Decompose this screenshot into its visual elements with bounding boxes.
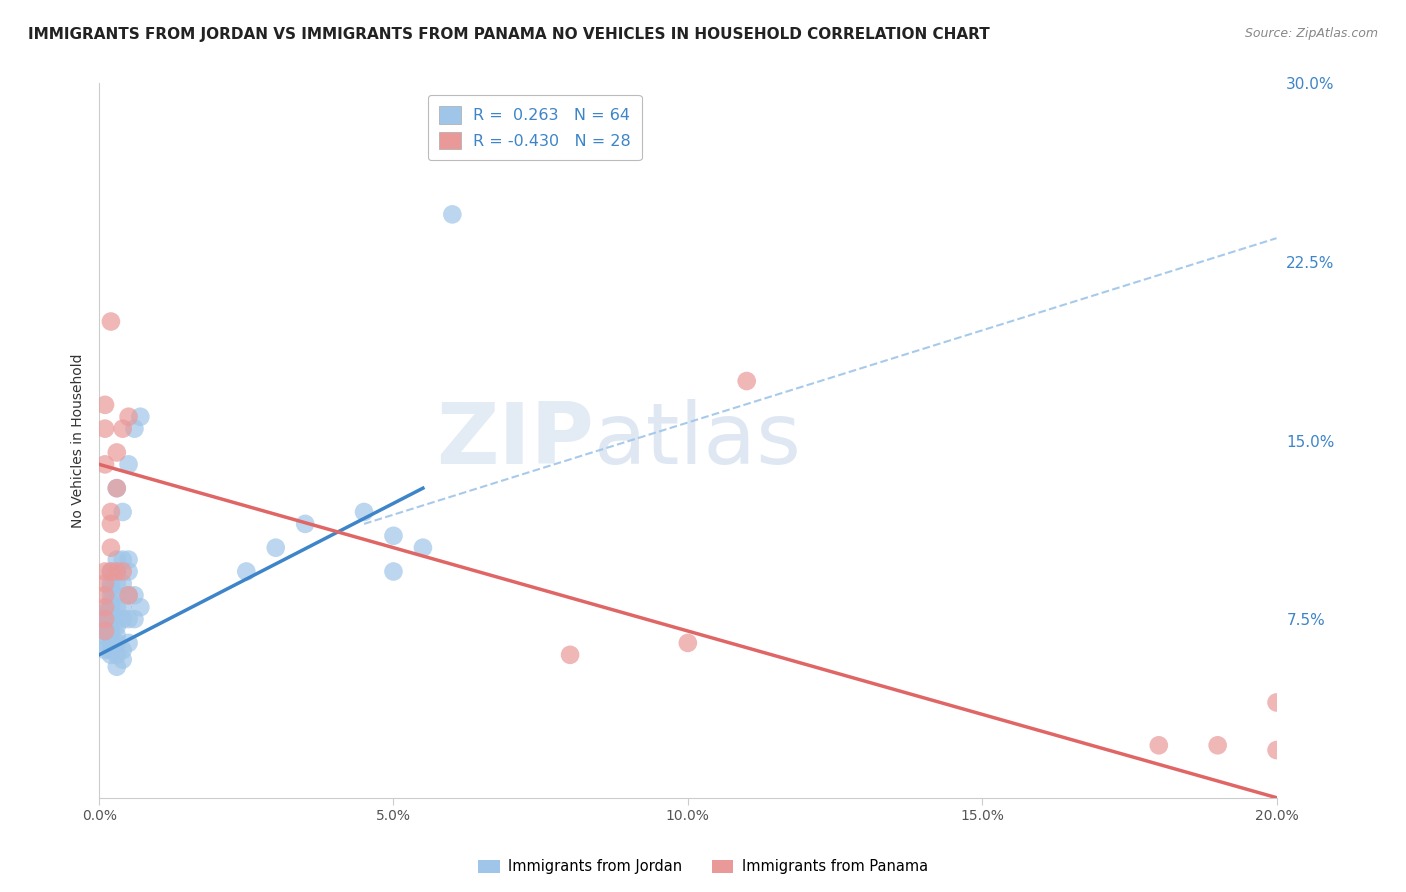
Point [100, 541, 122, 555]
Point [129, 600, 152, 615]
Point [441, 207, 464, 221]
Point [100, 629, 122, 643]
Point [94, 398, 117, 412]
Point [294, 516, 316, 531]
Point [111, 422, 134, 436]
Point [105, 659, 128, 673]
Point [105, 481, 128, 495]
Point [100, 588, 122, 602]
Point [1265, 695, 1288, 709]
Point [105, 576, 128, 591]
Legend: Immigrants from Jordan, Immigrants from Panama: Immigrants from Jordan, Immigrants from … [472, 854, 934, 880]
Point [100, 581, 122, 595]
Point [100, 565, 122, 579]
Point [100, 600, 122, 615]
Point [100, 636, 122, 650]
Point [94, 619, 117, 633]
Point [94, 643, 117, 657]
Point [105, 648, 128, 662]
Point [117, 636, 139, 650]
Point [94, 612, 117, 626]
Point [117, 409, 139, 424]
Point [105, 619, 128, 633]
Point [264, 541, 287, 555]
Point [735, 374, 758, 388]
Point [100, 314, 122, 328]
Point [100, 595, 122, 609]
Point [94, 624, 117, 638]
Point [235, 565, 257, 579]
Text: IMMIGRANTS FROM JORDAN VS IMMIGRANTS FROM PANAMA NO VEHICLES IN HOUSEHOLD CORREL: IMMIGRANTS FROM JORDAN VS IMMIGRANTS FRO… [28, 27, 990, 42]
Point [105, 600, 128, 615]
Point [94, 576, 117, 591]
Point [129, 409, 152, 424]
Point [100, 643, 122, 657]
Point [94, 600, 117, 615]
Point [676, 636, 699, 650]
Point [124, 422, 146, 436]
Point [105, 588, 128, 602]
Point [100, 505, 122, 519]
Point [382, 565, 405, 579]
Point [1265, 743, 1288, 757]
Point [1206, 739, 1229, 753]
Point [105, 552, 128, 566]
Point [94, 609, 117, 624]
Point [94, 565, 117, 579]
Point [412, 541, 434, 555]
Point [94, 605, 117, 619]
Point [100, 576, 122, 591]
Point [111, 600, 134, 615]
Point [105, 565, 128, 579]
Point [558, 648, 581, 662]
Point [105, 629, 128, 643]
Point [94, 636, 117, 650]
Point [124, 588, 146, 602]
Point [105, 612, 128, 626]
Point [117, 588, 139, 602]
Point [100, 624, 122, 638]
Point [100, 648, 122, 662]
Point [94, 607, 117, 622]
Point [124, 612, 146, 626]
Y-axis label: No Vehicles in Household: No Vehicles in Household [72, 353, 86, 528]
Point [111, 643, 134, 657]
Point [94, 458, 117, 472]
Text: atlas: atlas [593, 399, 801, 482]
Point [111, 505, 134, 519]
Point [100, 565, 122, 579]
Point [111, 612, 134, 626]
Text: Source: ZipAtlas.com: Source: ZipAtlas.com [1244, 27, 1378, 40]
Point [1147, 739, 1170, 753]
Point [111, 552, 134, 566]
Point [94, 612, 117, 626]
Point [94, 612, 117, 626]
Text: ZIP: ZIP [436, 399, 593, 482]
Point [94, 629, 117, 643]
Point [117, 588, 139, 602]
Point [100, 605, 122, 619]
Point [94, 619, 117, 633]
Point [94, 588, 117, 602]
Point [117, 552, 139, 566]
Point [111, 652, 134, 666]
Point [382, 529, 405, 543]
Point [111, 565, 134, 579]
Point [100, 612, 122, 626]
Point [117, 612, 139, 626]
Point [105, 636, 128, 650]
Point [100, 516, 122, 531]
Point [94, 422, 117, 436]
Point [105, 445, 128, 459]
Legend: R =  0.263   N = 64, R = -0.430   N = 28: R = 0.263 N = 64, R = -0.430 N = 28 [427, 95, 641, 161]
Point [353, 505, 375, 519]
Point [94, 615, 117, 629]
Point [117, 458, 139, 472]
Point [117, 565, 139, 579]
Point [105, 481, 128, 495]
Point [94, 609, 117, 624]
Point [94, 624, 117, 638]
Point [111, 576, 134, 591]
Point [105, 565, 128, 579]
